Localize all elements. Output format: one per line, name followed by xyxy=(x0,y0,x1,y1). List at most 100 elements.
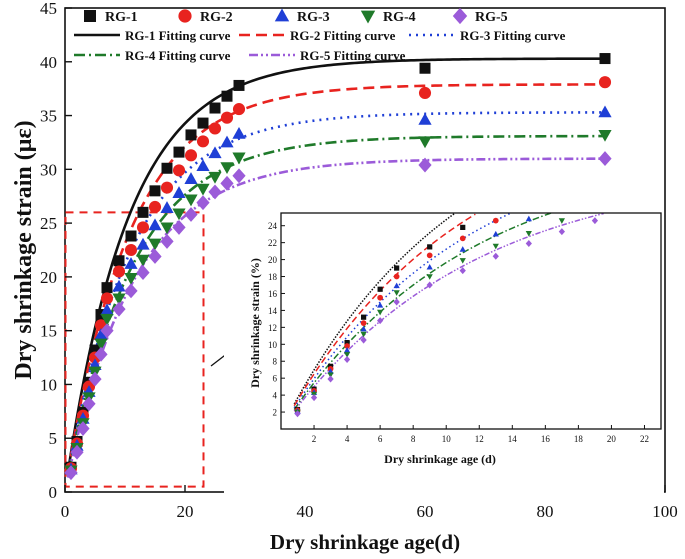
inset-y-tick-label: 20 xyxy=(268,255,278,265)
inset-x-axis-title: Dry shrinkage age (d) xyxy=(384,452,496,466)
data-point-rg-2 xyxy=(418,86,432,100)
inset-data-point-rg-3 xyxy=(393,282,400,289)
inset-data-point-rg-5 xyxy=(393,298,400,306)
inset-x-tick-label: 20 xyxy=(607,434,617,444)
inset-x-tick-label: 18 xyxy=(574,434,584,444)
data-point-rg-3 xyxy=(94,328,108,340)
data-point-rg-3 xyxy=(160,201,174,214)
data-point-rg-5 xyxy=(172,219,186,235)
data-point-rg-4 xyxy=(598,129,612,142)
data-point-rg-1 xyxy=(419,62,431,74)
data-point-rg-4 xyxy=(172,208,186,221)
data-point-rg-5 xyxy=(196,195,210,211)
inset-data-point-rg-3 xyxy=(492,230,499,237)
data-point-rg-3 xyxy=(184,172,198,184)
inset-data-point-rg-4 xyxy=(426,274,433,280)
inset-data-point-rg-3 xyxy=(525,215,532,222)
inset-data-point-rg-2 xyxy=(426,252,433,259)
inset-fit-curve-rg-4 xyxy=(293,212,552,410)
data-point-rg-4 xyxy=(124,273,138,285)
inset-y-tick-label: 22 xyxy=(268,238,277,248)
data-point-rg-4 xyxy=(148,238,162,251)
inset-x-tick-label: 8 xyxy=(411,434,416,444)
data-point-rg-5 xyxy=(598,151,612,167)
inset-x-tick-label: 10 xyxy=(442,434,452,444)
legend-label-rg-5: RG-5 xyxy=(475,10,508,25)
data-point-rg-3 xyxy=(418,112,432,125)
y-tick-label: 40 xyxy=(40,53,57,72)
inset-plot-frame xyxy=(280,212,662,430)
data-point-rg-5 xyxy=(70,444,84,460)
data-point-rg-2 xyxy=(148,200,162,214)
inset-data-point-rg-5 xyxy=(377,317,384,325)
fit-curve-rg-1 xyxy=(66,57,605,473)
data-point-rg-4 xyxy=(196,183,210,196)
x-tick-label: 0 xyxy=(61,502,70,521)
data-point-rg-5 xyxy=(94,346,108,362)
data-point-rg-3 xyxy=(172,186,186,198)
legend-fit-label-rg-5: RG-5 Fitting curve xyxy=(300,48,406,63)
data-point-rg-3 xyxy=(196,159,210,172)
inset-fit-curve-rg-5 xyxy=(293,212,604,412)
y-tick-label: 30 xyxy=(40,160,57,179)
inset-data-point-rg-3 xyxy=(360,325,367,332)
inset-data-point-rg-3 xyxy=(327,368,334,374)
y-tick-label: 25 xyxy=(40,214,57,233)
data-point-rg-1 xyxy=(599,53,611,65)
data-point-rg-5 xyxy=(112,301,126,317)
zoom-region-box xyxy=(64,211,205,488)
data-point-rg-2 xyxy=(196,135,210,148)
legend-marker-rg-4 xyxy=(360,10,376,24)
data-point-rg-5 xyxy=(88,371,102,387)
inset-y-tick-label: 12 xyxy=(268,323,277,333)
data-point-rg-5 xyxy=(124,283,138,299)
data-point-rg-2 xyxy=(112,265,126,278)
inset-data-point-rg-5 xyxy=(492,252,499,260)
data-point-rg-5 xyxy=(76,421,90,436)
data-point-rg-2 xyxy=(172,164,186,177)
data-point-rg-4 xyxy=(100,313,114,326)
data-point-rg-1 xyxy=(101,282,113,294)
inset-data-point-rg-1 xyxy=(394,265,400,271)
inset-fit-curve-rg-2 xyxy=(293,213,476,407)
y-axis-title: Dry shrinkage strain (με) xyxy=(11,120,37,379)
inset-data-point-rg-5 xyxy=(591,217,599,225)
inset-x-tick-label: 6 xyxy=(378,434,383,444)
inset-y-tick-label: 8 xyxy=(273,357,278,367)
legend-marker-rg-3 xyxy=(274,8,290,22)
data-point-rg-1 xyxy=(221,90,233,102)
inset-data-point-rg-1 xyxy=(460,224,466,230)
y-tick-label: 5 xyxy=(49,429,58,448)
data-point-rg-3 xyxy=(232,126,246,139)
inset-data-point-rg-4 xyxy=(393,290,400,296)
x-tick-label: 20 xyxy=(177,502,194,521)
inset-y-tick-label: 24 xyxy=(268,221,278,231)
legend-label-rg-2: RG-2 xyxy=(200,10,233,25)
data-point-rg-5 xyxy=(136,265,150,281)
data-point-rg-3 xyxy=(100,303,114,316)
legend-marker-rg-1 xyxy=(84,10,96,22)
legend-fit-label-rg-4: RG-4 Fitting curve xyxy=(125,48,231,63)
data-point-rg-3 xyxy=(136,237,150,250)
data-point-rg-1 xyxy=(233,79,245,91)
y-tick-label: 45 xyxy=(40,0,57,18)
inset-data-point-rg-1 xyxy=(427,244,433,250)
data-point-rg-5 xyxy=(220,175,234,191)
inset-y-tick-label: 2 xyxy=(273,408,278,418)
data-point-rg-3 xyxy=(220,135,234,148)
legend-marker-rg-2 xyxy=(178,9,192,23)
data-point-rg-4 xyxy=(220,162,234,175)
inset-data-point-rg-4 xyxy=(459,258,466,264)
inset-x-tick-label: 4 xyxy=(345,434,350,444)
data-point-rg-5 xyxy=(418,157,432,173)
data-point-rg-2 xyxy=(124,243,138,257)
data-point-rg-3 xyxy=(598,105,612,118)
inset-data-point-rg-5 xyxy=(525,239,532,248)
legend-label-rg-4: RG-4 xyxy=(383,10,416,25)
y-tick-label: 0 xyxy=(49,483,58,502)
data-point-rg-1 xyxy=(89,344,101,356)
inset-data-point-rg-1 xyxy=(361,314,367,320)
y-tick-label: 15 xyxy=(40,322,57,341)
inset-y-tick-label: 6 xyxy=(273,374,278,384)
